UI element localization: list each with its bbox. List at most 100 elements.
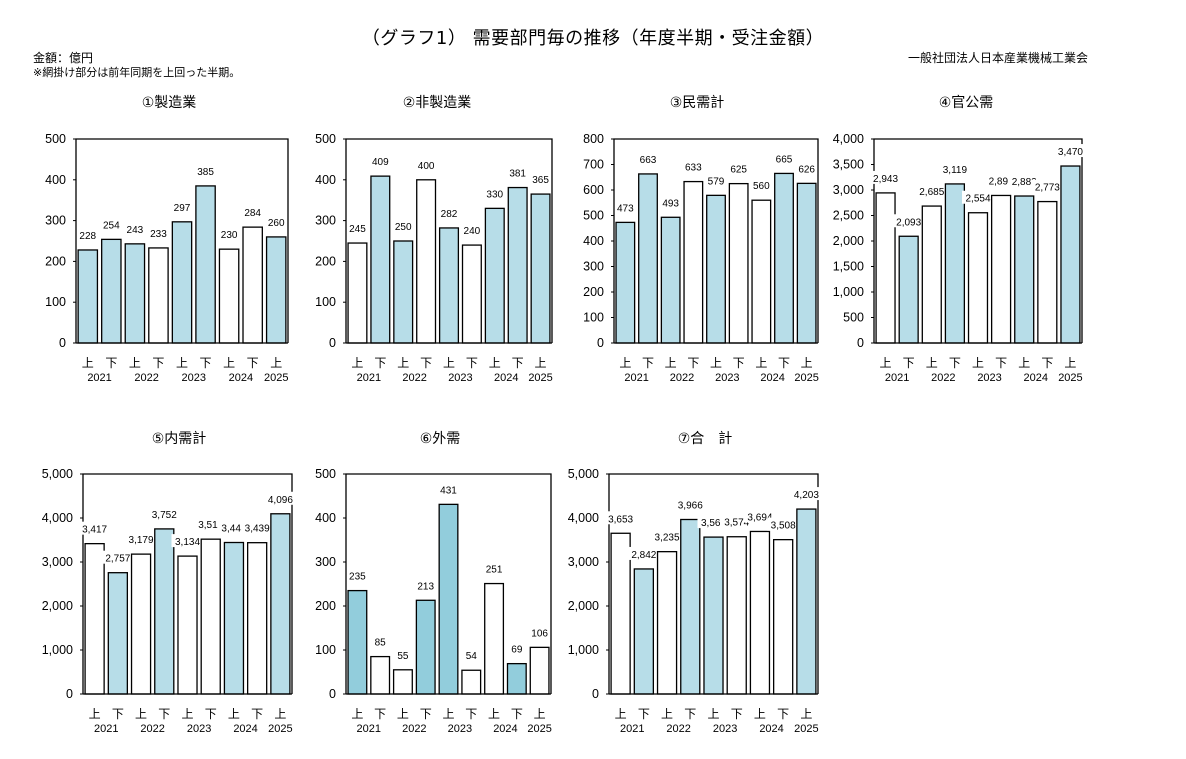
- bar-non-manufacturing: [347, 242, 368, 344]
- value-label-bg-manufacturing: [265, 214, 287, 228]
- value-label-domestic-demand: 3,134: [175, 537, 200, 548]
- half-label-domestic-demand: 上: [274, 707, 286, 721]
- value-label-bg-non-manufacturing: [392, 219, 414, 232]
- value-label-total: 3,566: [701, 518, 726, 529]
- plot-frame-non-manufacturing: [345, 138, 553, 343]
- bar-total: [656, 551, 678, 695]
- year-label-public-demand: 2021: [885, 372, 909, 384]
- bar-domestic-demand: [200, 538, 221, 695]
- value-label-domestic-demand: 3,417: [82, 525, 107, 536]
- value-label-non-manufacturing: 365: [532, 175, 549, 186]
- half-label-external-demand: 下: [374, 707, 386, 721]
- value-label-total: 3,508: [771, 521, 796, 532]
- half-label-public-demand: 上: [880, 356, 892, 370]
- year-label-total: 2025: [794, 723, 818, 735]
- half-label-external-demand: 上: [397, 707, 409, 721]
- y-tick-label-private-demand: 300: [583, 260, 604, 274]
- bar-public-demand: [967, 212, 989, 344]
- year-label-external-demand: 2022: [402, 723, 426, 735]
- value-label-total: 3,966: [678, 500, 703, 511]
- year-label-private-demand: 2025: [794, 372, 818, 384]
- chart-title-non-manufacturing: ②非製造業: [402, 95, 472, 111]
- value-label-total: 4,203: [794, 490, 819, 501]
- y-tick-label-total: 5,000: [568, 467, 599, 481]
- year-label-total: 2023: [713, 723, 737, 735]
- value-label-public-demand: 2,943: [873, 174, 898, 185]
- y-tick-label-manufacturing: 100: [45, 295, 66, 309]
- half-label-manufacturing: 上: [129, 356, 141, 370]
- y-tick-label-domestic-demand: 1,000: [42, 643, 73, 657]
- value-label-public-demand: 2,773: [1035, 183, 1060, 194]
- chart-title-external-demand: ⑥外需: [419, 431, 461, 447]
- bar-private-demand: [774, 172, 794, 344]
- y-tick-label-external-demand: 300: [315, 555, 336, 569]
- half-label-manufacturing: 下: [200, 356, 212, 370]
- year-label-manufacturing: 2025: [264, 372, 288, 384]
- bar-external-demand: [438, 503, 459, 695]
- y-tick-label-public-demand: 1,500: [833, 260, 864, 274]
- y-tick-label-public-demand: 4,000: [833, 132, 864, 146]
- value-label-public-demand: 2,093: [896, 217, 921, 228]
- bar-total: [749, 530, 771, 695]
- half-label-external-demand: 上: [442, 707, 454, 721]
- bar-external-demand: [529, 646, 550, 695]
- value-label-bg-non-manufacturing: [369, 154, 391, 168]
- value-label-private-demand: 665: [776, 154, 793, 165]
- bar-domestic-demand: [246, 542, 268, 695]
- half-label-public-demand: 上: [1064, 356, 1076, 370]
- value-label-total: 3,694: [747, 512, 772, 523]
- y-tick-label-private-demand: 100: [583, 311, 604, 325]
- half-label-domestic-demand: 上: [181, 707, 193, 721]
- value-label-manufacturing: 297: [174, 203, 191, 214]
- y-tick-label-external-demand: 0: [329, 687, 336, 701]
- bar-domestic-demand: [130, 553, 152, 695]
- value-label-bg-external-demand: [346, 568, 368, 582]
- half-label-private-demand: 下: [778, 356, 790, 370]
- value-label-bg-manufacturing: [77, 227, 99, 241]
- value-label-total: 3,653: [608, 514, 633, 525]
- half-label-non-manufacturing: 上: [535, 356, 547, 370]
- y-tick-label-non-manufacturing: 500: [315, 132, 336, 146]
- y-tick-label-total: 2,000: [568, 599, 599, 613]
- y-tick-label-total: 4,000: [568, 511, 599, 525]
- value-label-manufacturing: 228: [79, 231, 96, 242]
- bar-domestic-demand: [84, 543, 105, 695]
- plot-frame-total: [608, 473, 819, 694]
- y-tick-label-private-demand: 400: [583, 234, 604, 248]
- half-label-public-demand: 下: [949, 356, 961, 370]
- value-label-bg-private-demand: [773, 151, 795, 165]
- bar-non-manufacturing: [438, 227, 460, 344]
- bar-external-demand: [347, 589, 368, 695]
- bar-private-demand: [796, 182, 817, 344]
- value-label-external-demand: 251: [486, 565, 503, 576]
- value-label-bg-non-manufacturing: [484, 186, 506, 200]
- bar-private-demand: [638, 173, 658, 344]
- year-label-public-demand: 2025: [1058, 372, 1082, 384]
- half-label-private-demand: 下: [642, 356, 654, 370]
- value-label-bg-external-demand: [463, 648, 479, 662]
- bar-domestic-demand: [154, 528, 175, 695]
- value-label-non-manufacturing: 282: [441, 209, 458, 220]
- y-tick-label-non-manufacturing: 400: [315, 173, 336, 187]
- value-label-manufacturing: 230: [221, 230, 238, 241]
- half-label-external-demand: 上: [534, 707, 546, 721]
- value-label-private-demand: 633: [685, 163, 702, 174]
- half-label-external-demand: 下: [420, 707, 432, 721]
- half-label-private-demand: 上: [710, 356, 722, 370]
- half-label-public-demand: 下: [1041, 356, 1053, 370]
- y-tick-label-non-manufacturing: 200: [315, 254, 336, 268]
- value-label-private-demand: 473: [617, 203, 634, 214]
- bar-total: [680, 518, 701, 695]
- y-tick-label-domestic-demand: 3,000: [42, 555, 73, 569]
- bar-manufacturing: [195, 185, 216, 344]
- value-label-bg-public-demand: [1031, 179, 1064, 193]
- bar-manufacturing: [77, 249, 99, 344]
- bar-non-manufacturing: [416, 179, 437, 344]
- value-label-bg-total: [674, 497, 707, 511]
- value-label-bg-domestic-demand: [264, 491, 297, 505]
- half-label-non-manufacturing: 上: [397, 356, 409, 370]
- value-label-bg-public-demand: [962, 190, 994, 204]
- y-tick-label-manufacturing: 200: [45, 254, 66, 268]
- year-label-external-demand: 2023: [448, 723, 472, 735]
